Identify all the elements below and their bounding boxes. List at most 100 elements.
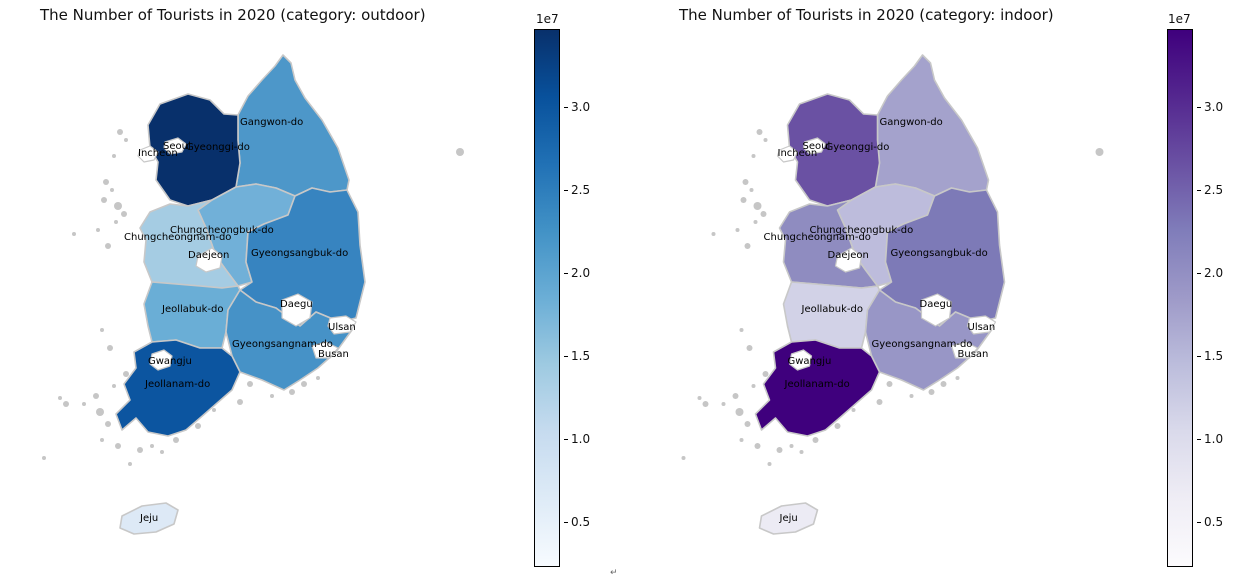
islet-shape [316,376,320,380]
region-label: Incheon [138,148,178,159]
colorbar-tick-label: 0.5 [1196,515,1224,529]
islet-shape [103,179,109,185]
region-label: Seoul [163,141,191,152]
region-label: Busan [318,349,349,360]
region-label: Jeollanam-do [784,379,850,390]
region-ulsan [327,315,357,335]
islet-shape [744,243,751,249]
islet-shape [121,211,127,217]
region-label: Jeollabuk-do [161,304,223,315]
region-label: Jeju [139,513,158,524]
islet-shape [735,408,744,416]
islet-shape [93,393,99,399]
region-busan [311,341,339,359]
islet-shape [886,381,893,387]
outdoor-map-panel: The Number of Tourists in 2020 (category… [40,6,591,567]
colorbar-tick-label: 3.0 [1196,100,1224,114]
outdoor-colorbar [534,29,560,567]
region-incheon [137,145,159,163]
islet-shape [742,179,749,185]
islet-shape [799,450,804,454]
region-daegu [281,293,313,327]
region-label: Chungcheongnam-do [124,232,231,243]
islet-shape [753,202,762,210]
islet-shape [212,408,216,412]
region-daegu [920,293,953,327]
islet-shape [834,423,841,429]
islet-shape [751,384,756,388]
region-label: Chungcheongbuk-do [170,225,274,236]
islet-shape [173,437,179,443]
islet-shape [301,381,307,387]
region-label: Gyeonggi-do [186,142,250,153]
islet-shape [289,389,295,395]
region-gwangju [788,349,813,371]
islet-shape [96,408,104,416]
islet-shape [1095,148,1104,156]
region-label: Daegu [920,299,953,310]
islet-shape [115,443,121,449]
islet-shape [812,437,819,443]
islet-shape [681,456,686,460]
region-busan [950,341,979,359]
region-ulsan [966,315,997,335]
islet-shape [237,399,243,405]
region-label: Seoul [803,141,831,152]
region-label: Chungcheongbuk-do [810,225,914,236]
islet-shape [735,228,740,232]
outdoor-map-title: The Number of Tourists in 2020 (category… [40,6,426,24]
region-label: Gyeonggi-do [826,142,890,153]
colorbar-tick-label: 1.5 [1196,349,1224,363]
region-label: Gyeongsangbuk-do [251,248,348,259]
islet-shape [789,444,794,448]
islet-shape [744,421,751,427]
islet-shape [114,220,118,224]
islet-shape [955,376,960,380]
region-label: Chungcheongnam-do [764,232,871,243]
outdoor-colorbar-exponent: 1e7 [536,12,559,26]
region-daejeon [834,247,863,273]
colorbar-tick-label: 2.0 [563,266,591,280]
islet-shape [150,444,154,448]
islet-shape [740,197,747,203]
region-jeollabuk-do [143,281,241,349]
islet-shape [247,381,253,387]
islet-shape [739,438,744,442]
islet-shape [137,447,143,453]
islet-shape [82,402,86,406]
islet-shape [160,450,164,454]
indoor-map-panel: The Number of Tourists in 2020 (category… [620,0,1239,580]
islet-shape [762,371,769,377]
region-label: Gyeongsangbuk-do [891,248,988,259]
region-label: Daegu [280,299,313,310]
colorbar-tick-label: 3.0 [563,100,591,114]
islet-shape [128,462,132,466]
islet-shape [749,188,754,192]
return-glyph: ↵ [610,568,618,578]
islet-shape [456,148,464,156]
islet-shape [270,394,274,398]
islet-shape [760,211,767,217]
region-label: Ulsan [968,322,996,333]
region-seoul [163,137,187,155]
islet-shape [739,328,744,332]
region-label: Jeollanam-do [144,379,210,390]
region-label: Daejeon [188,250,229,261]
islet-shape [711,232,716,236]
islet-shape [851,408,856,412]
islet-shape [754,443,761,449]
islet-shape [776,447,783,453]
islet-shape [100,328,104,332]
colorbar-tick-label: 0.5 [563,515,591,529]
region-jeju [119,502,179,535]
islet-shape [107,345,113,351]
islet-shape [767,462,772,466]
colorbar-tick-label: 1.0 [563,432,591,446]
islet-shape [63,401,69,407]
region-daejeon [195,247,223,273]
islet-shape [114,202,122,210]
islet-shape [96,228,100,232]
islet-shape [100,438,104,442]
region-label: Jeollabuk-do [801,304,863,315]
